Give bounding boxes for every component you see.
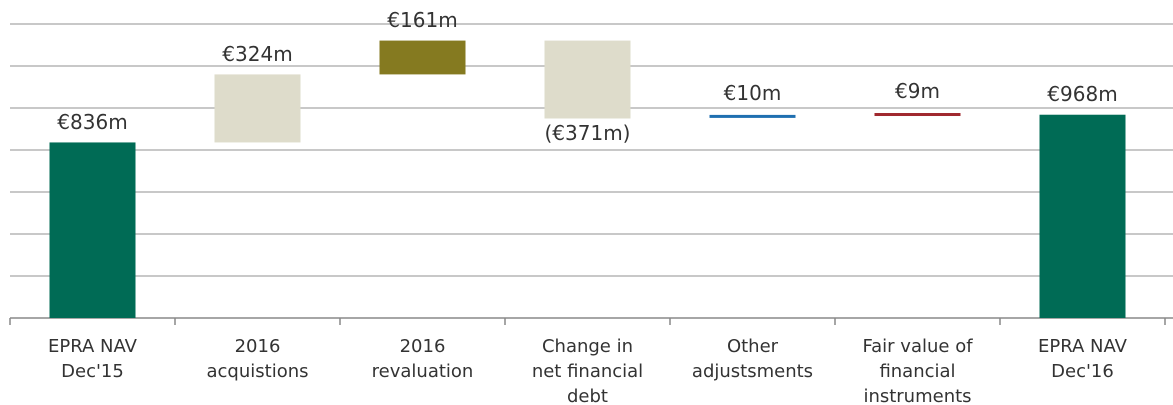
x-tick-label: debt xyxy=(567,386,608,405)
value-label: €836m xyxy=(57,110,127,134)
x-tick-label: instruments xyxy=(863,386,971,405)
x-tick-label: financial xyxy=(879,361,955,382)
x-tick-label: acquistions xyxy=(207,361,309,382)
x-tick-label: EPRA NAV xyxy=(48,336,138,357)
x-tick-label: Dec'16 xyxy=(1051,361,1114,382)
x-tick-label: 2016 xyxy=(400,336,446,357)
bar xyxy=(1039,114,1126,318)
value-label: €968m xyxy=(1047,82,1117,106)
bar xyxy=(544,40,631,119)
bar xyxy=(49,142,136,318)
bar xyxy=(874,113,961,117)
bar xyxy=(379,40,466,75)
value-label: €324m xyxy=(222,42,292,66)
x-tick-label: revaluation xyxy=(372,361,474,382)
x-tick-label: EPRA NAV xyxy=(1038,336,1128,357)
x-tick-label: net financial xyxy=(532,361,643,382)
value-label: €161m xyxy=(387,8,457,32)
x-tick-label: Change in xyxy=(542,336,633,357)
bar xyxy=(214,74,301,143)
value-label: €9m xyxy=(895,79,940,103)
x-tick-label: Fair value of xyxy=(862,336,973,357)
value-label: (€371m) xyxy=(545,121,631,145)
bar xyxy=(709,114,796,118)
x-tick-label: Dec'15 xyxy=(61,361,124,382)
x-tick-label: Other xyxy=(727,336,779,357)
x-tick-label: adjustsments xyxy=(692,361,813,382)
value-label: €10m xyxy=(724,81,782,105)
x-tick-label: 2016 xyxy=(235,336,281,357)
